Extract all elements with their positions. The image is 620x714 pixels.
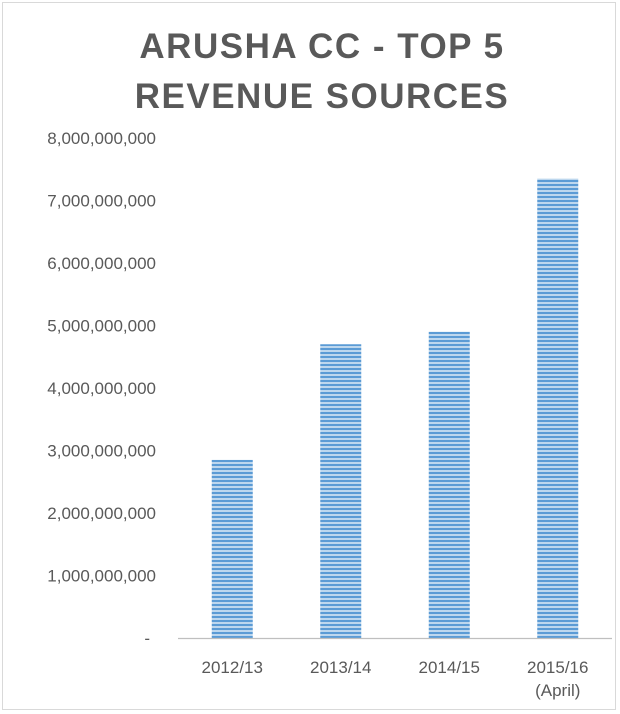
y-tick-label: 4,000,000,000 xyxy=(47,379,156,398)
x-tick-label: (April) xyxy=(535,681,580,700)
y-tick-label: 6,000,000,000 xyxy=(47,254,156,273)
x-tick-label: 2015/16 xyxy=(527,658,588,677)
x-tick-label: 2012/13 xyxy=(202,658,263,677)
bars xyxy=(211,178,579,638)
x-tick-label: 2014/15 xyxy=(419,658,480,677)
x-axis-ticks: 2012/13 2013/14 2014/15 2015/16 (April) xyxy=(202,658,589,700)
x-tick-label: 2013/14 xyxy=(310,658,371,677)
bar xyxy=(428,331,470,638)
bar xyxy=(537,178,579,638)
y-tick-label: - xyxy=(144,629,150,648)
bar xyxy=(320,344,362,638)
y-tick-label: 1,000,000,000 xyxy=(47,567,156,586)
y-tick-label: 7,000,000,000 xyxy=(47,192,156,211)
chart-title: ARUSHA CC - TOP 5 REVENUE SOURCES xyxy=(134,27,510,116)
y-tick-label: 8,000,000,000 xyxy=(47,129,156,148)
y-tick-label: 5,000,000,000 xyxy=(47,317,156,336)
bar xyxy=(211,459,253,638)
y-tick-label: 3,000,000,000 xyxy=(47,442,156,461)
y-axis-ticks: - 1,000,000,000 2,000,000,000 3,000,000,000… xyxy=(47,129,156,648)
y-tick-label: 2,000,000,000 xyxy=(47,504,156,523)
